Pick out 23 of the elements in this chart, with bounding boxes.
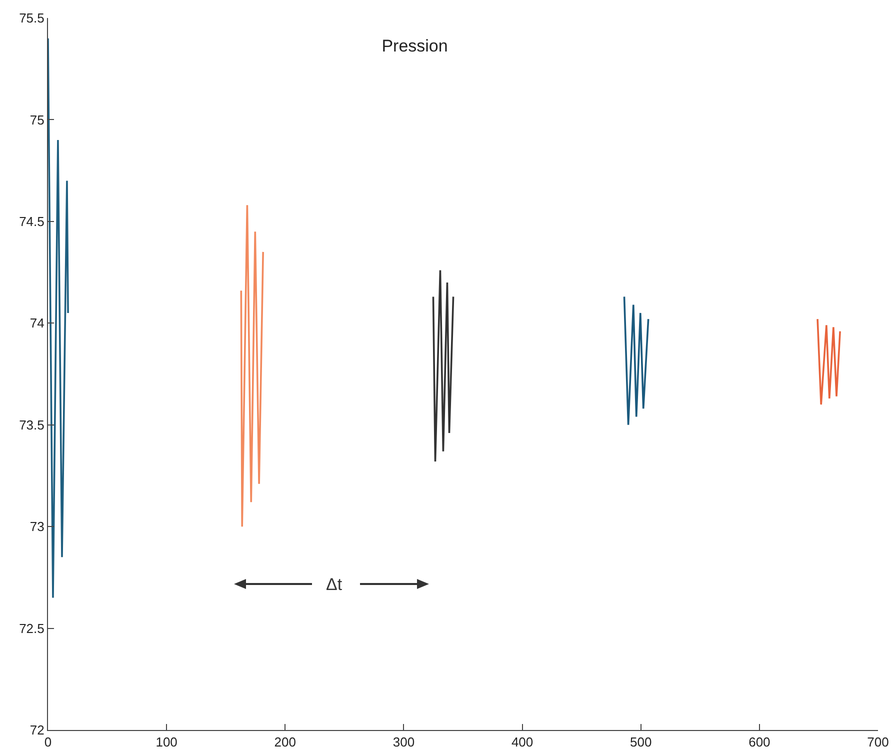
line-series [48, 37, 69, 599]
y-tick-label: 75 [30, 112, 44, 128]
line-series [432, 269, 454, 462]
line-series [623, 296, 650, 426]
line-series [816, 318, 841, 406]
line-series [240, 204, 264, 528]
x-tick-label: 700 [867, 734, 889, 750]
text: Pression [382, 36, 448, 56]
y-tick-label: 74 [30, 316, 44, 331]
y-tick-label: 74.5 [19, 214, 44, 229]
x-tick-label: 500 [630, 734, 652, 750]
x-tick-label: 200 [274, 734, 296, 750]
x-tick-label: 600 [748, 734, 770, 750]
x-tick-label: 400 [511, 734, 534, 750]
y-tick-label: 73.5 [19, 417, 44, 432]
y-tick-label: 75.5 [19, 10, 44, 26]
annotation: Δt [326, 575, 342, 594]
y-tick-label: 72 [30, 722, 44, 738]
x-tick-label: 100 [156, 734, 178, 750]
x-tick-label: 300 [392, 734, 415, 750]
y-tick-label: 73 [30, 519, 44, 534]
y-tick-label: 72.5 [19, 620, 44, 636]
x-tick-label: 0 [44, 734, 52, 750]
